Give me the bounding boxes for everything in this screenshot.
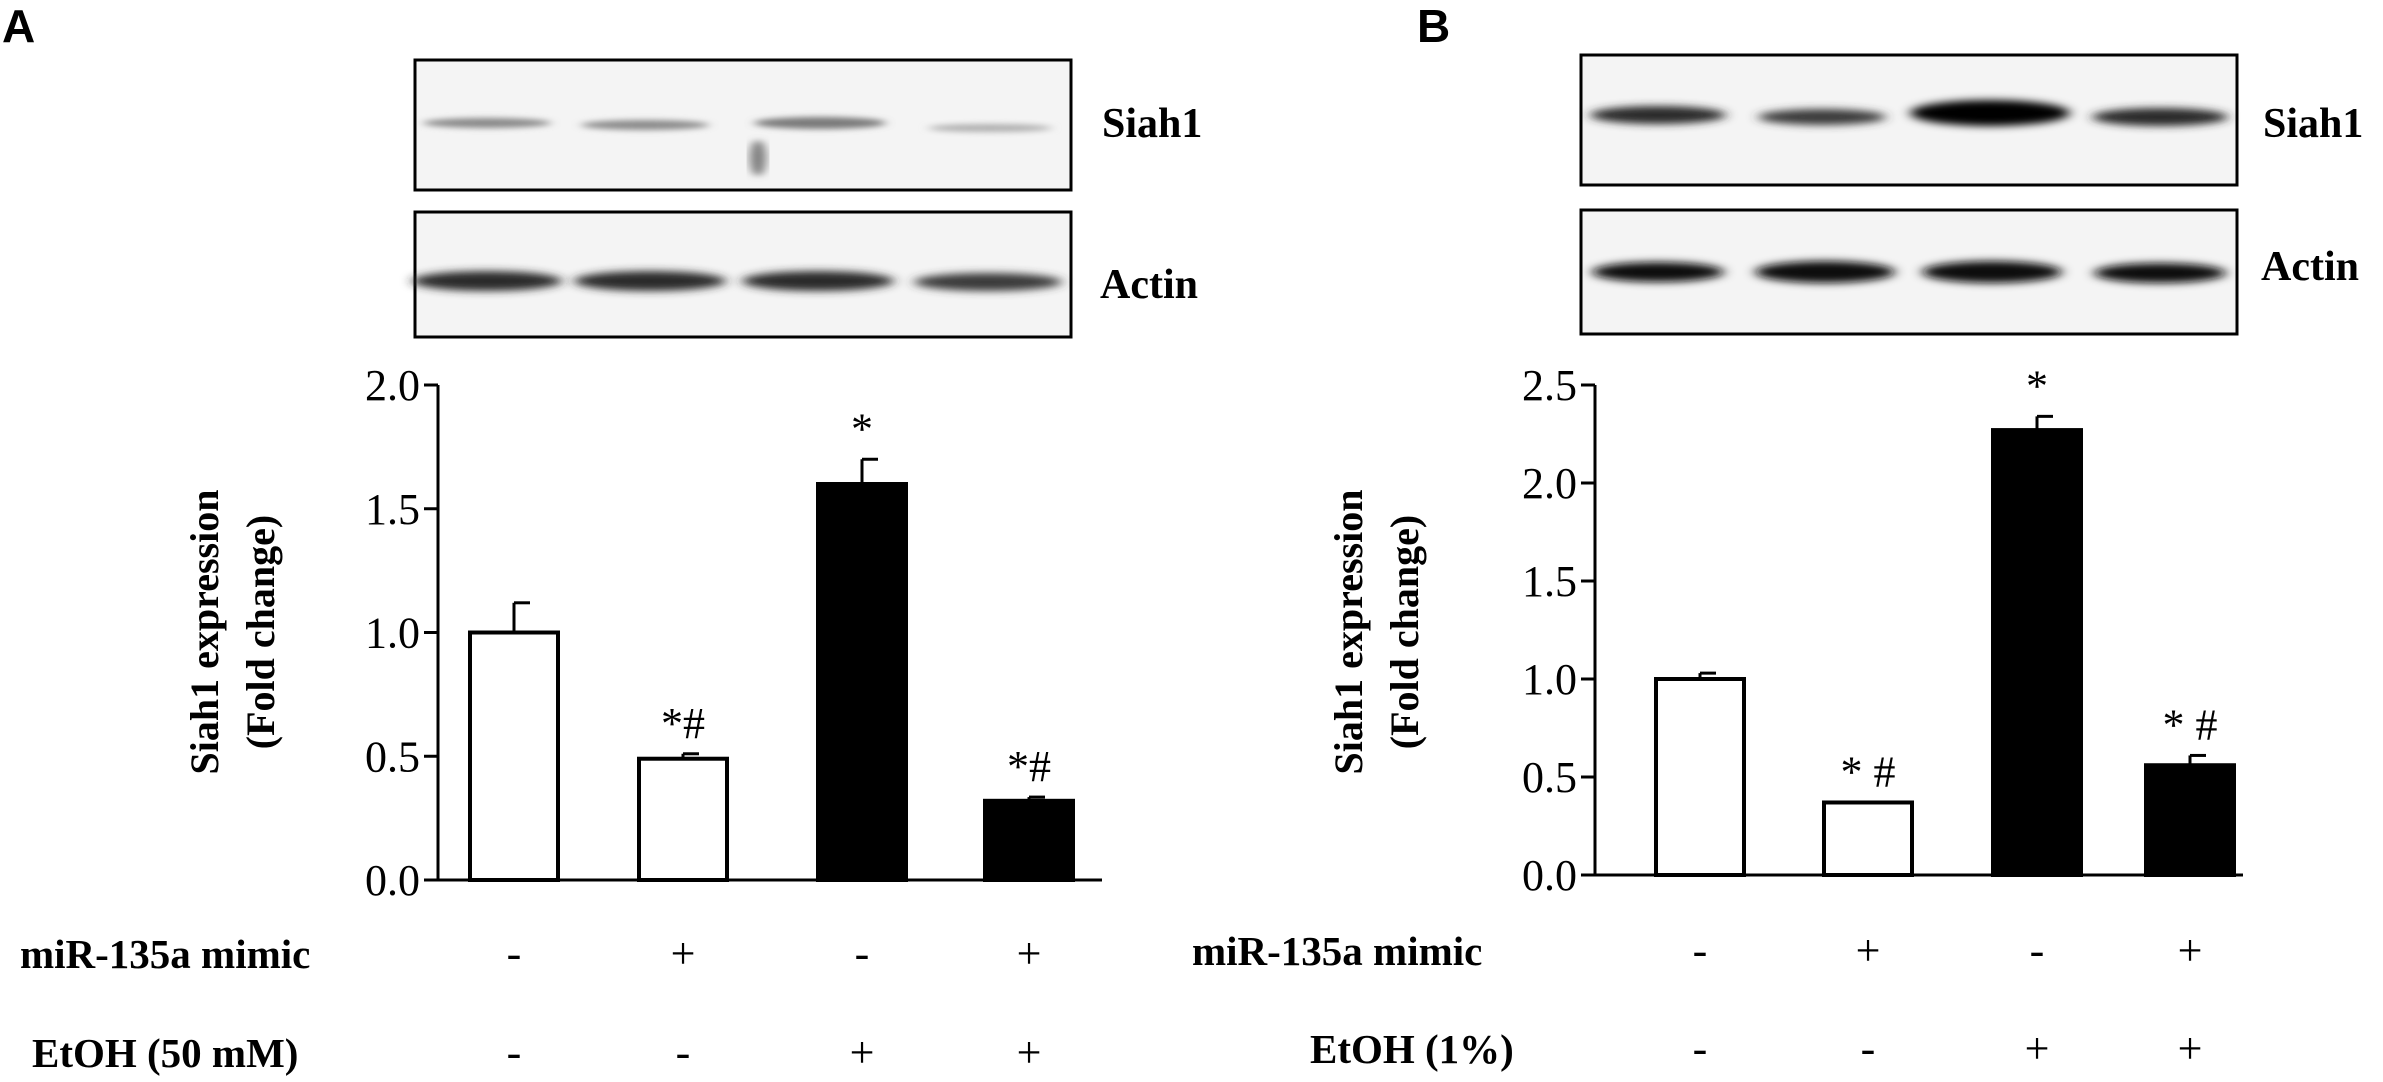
- panel-b-y-tick-label-1: 0.5: [1522, 753, 1577, 802]
- panel-a-actin-blot: [412, 210, 1073, 339]
- panel-b-ylabel-line-2: (Fold change): [1382, 515, 1427, 749]
- panel-a-actin-band-2: [574, 271, 726, 291]
- panel-a-condition-symbols: - + - + - - + +: [507, 929, 1042, 1077]
- panel-b-significance-2: * #: [1841, 747, 1896, 796]
- panel-a-siah1-band-3: [754, 117, 886, 129]
- panel-a-siah1-band-1: [423, 118, 551, 128]
- panel-b-siah1-band-2: [1758, 109, 1886, 125]
- panel-b-y-ticks: 0.0 0.5 1.0 1.5 2.0 2.5: [1522, 361, 1595, 900]
- panel-b-condition-1-symbol-2: +: [1856, 926, 1881, 975]
- panel-a-ylabel-line-1: Siah1 expression: [182, 490, 227, 775]
- panel-a-condition-2-symbol-2: -: [676, 1028, 691, 1077]
- panel-a: A Siah1 Actin 0.0 0.5 1.0 1.5 2.0 *# * *# Siah…: [2, 0, 1202, 1077]
- panel-b-condition-1-symbol-3: -: [2030, 926, 2045, 975]
- panel-a-y-tick-label-2: 1.0: [365, 609, 420, 658]
- panel-b-condition-2-symbol-4: +: [2178, 1024, 2203, 1073]
- panel-b-siah1-label: Siah1: [2263, 101, 2363, 147]
- panel-a-bar-1: [468, 630, 560, 882]
- panel-b-bar-3: [1991, 428, 2083, 877]
- panel-a-bars: *# * *#: [468, 404, 1075, 882]
- panel-b-bars: * # * * #: [1654, 361, 2236, 877]
- panel-a-condition-label-2: EtOH (50 mM): [32, 1030, 298, 1076]
- panel-a-condition-1-symbol-1: -: [507, 929, 522, 978]
- panel-b-condition-1-symbol-1: -: [1693, 926, 1708, 975]
- panel-a-actin-label: Actin: [1100, 262, 1198, 308]
- panel-a-condition-2-symbol-4: +: [1017, 1028, 1042, 1077]
- panel-b-y-tick-label-5: 2.5: [1522, 361, 1577, 410]
- panel-b-siah1-band-3: [1910, 100, 2070, 126]
- panel-b-ylabel: Siah1 expression (Fold change): [1326, 490, 1427, 775]
- panel-a-actin-band-1: [412, 271, 562, 291]
- panel-a-condition-1-symbol-2: +: [671, 929, 696, 978]
- panel-b-actin-band-4: [2094, 263, 2226, 283]
- panel-a-significance-2: *#: [661, 699, 705, 748]
- panel-b-actin-label: Actin: [2261, 244, 2359, 290]
- panel-b-y-tick-label-4: 2.0: [1522, 459, 1577, 508]
- panel-b-bar-4: [2144, 763, 2236, 877]
- panel-a-y-tick-label-1: 0.5: [365, 732, 420, 781]
- panel-b-condition-2-symbol-3: +: [2025, 1024, 2050, 1073]
- panel-b-y-tick-label-2: 1.0: [1522, 655, 1577, 704]
- panel-b-actin-band-2: [1755, 261, 1895, 283]
- panel-b-y-tick-label-3: 1.5: [1522, 557, 1577, 606]
- panel-a-siah1-blot: [413, 58, 1073, 192]
- panel-a-condition-2-symbol-3: +: [850, 1028, 875, 1077]
- panel-a-letter: A: [2, 0, 35, 52]
- panel-a-bar-3: [816, 482, 908, 882]
- panel-b-siah1-band-4: [2092, 108, 2228, 126]
- panel-a-y-tick-label-3: 1.5: [365, 485, 420, 534]
- panel-a-condition-1-symbol-3: -: [855, 929, 870, 978]
- panel-b-letter: B: [1417, 0, 1450, 52]
- panel-a-significance-3: *: [851, 404, 873, 453]
- panel-a-ylabel: Siah1 expression (Fold change): [182, 490, 283, 775]
- panel-b-condition-2-symbol-1: -: [1693, 1024, 1708, 1073]
- panel-a-actin-band-4: [914, 273, 1062, 291]
- panel-a-condition-2-symbol-1: -: [507, 1028, 522, 1077]
- panel-a-significance-4: *#: [1007, 742, 1051, 791]
- panel-a-bar-2: [637, 756, 729, 882]
- panel-b-condition-symbols: - + - + - - + +: [1693, 926, 2203, 1073]
- panel-b-condition-2-symbol-2: -: [1861, 1024, 1876, 1073]
- panel-b-ylabel-line-1: Siah1 expression: [1326, 490, 1371, 775]
- panel-a-y-tick-label-0: 0.0: [365, 856, 420, 905]
- panel-b-actin-band-3: [1922, 261, 2062, 283]
- panel-a-ylabel-line-2: (Fold change): [238, 515, 283, 749]
- panel-a-condition-label-1: miR-135a mimic: [20, 931, 310, 977]
- panel-a-siah1-artifact: [750, 140, 766, 176]
- panel-b-condition-1-symbol-4: +: [2178, 926, 2203, 975]
- panel-a-siah1-label: Siah1: [1102, 101, 1202, 147]
- panel-b-actin-band-1: [1592, 262, 1724, 282]
- panel-a-siah1-band-2: [581, 120, 709, 130]
- panel-b-bar-2: [1822, 800, 1914, 877]
- panel-b-siah1-blot: [1579, 53, 2239, 187]
- panel-b: B Siah1 Actin 0.00.51.01.52.02.5 * #** #…: [1192, 0, 2363, 1073]
- panel-a-bar-4: [983, 798, 1075, 882]
- panel-b-significance-4: * #: [2163, 700, 2218, 749]
- panel-a-actin-band-3: [742, 271, 894, 291]
- panel-a-y-tick-label-4: 2.0: [365, 361, 420, 410]
- panel-b-y-tick-label-0: 0.0: [1522, 851, 1577, 900]
- panel-a-condition-1-symbol-4: +: [1017, 929, 1042, 978]
- panel-b-siah1-band-1: [1590, 106, 1726, 124]
- panel-b-condition-label-2: EtOH (1%): [1310, 1026, 1514, 1072]
- panel-b-significance-3: *: [2026, 361, 2048, 410]
- panel-a-siah1-band-4: [928, 124, 1052, 132]
- panel-b-condition-label-1: miR-135a mimic: [1192, 928, 1482, 974]
- panel-b-bar-1: [1654, 677, 1746, 877]
- panel-b-actin-blot: [1579, 208, 2239, 336]
- panel-a-y-ticks: 0.0 0.5 1.0 1.5 2.0: [365, 361, 438, 905]
